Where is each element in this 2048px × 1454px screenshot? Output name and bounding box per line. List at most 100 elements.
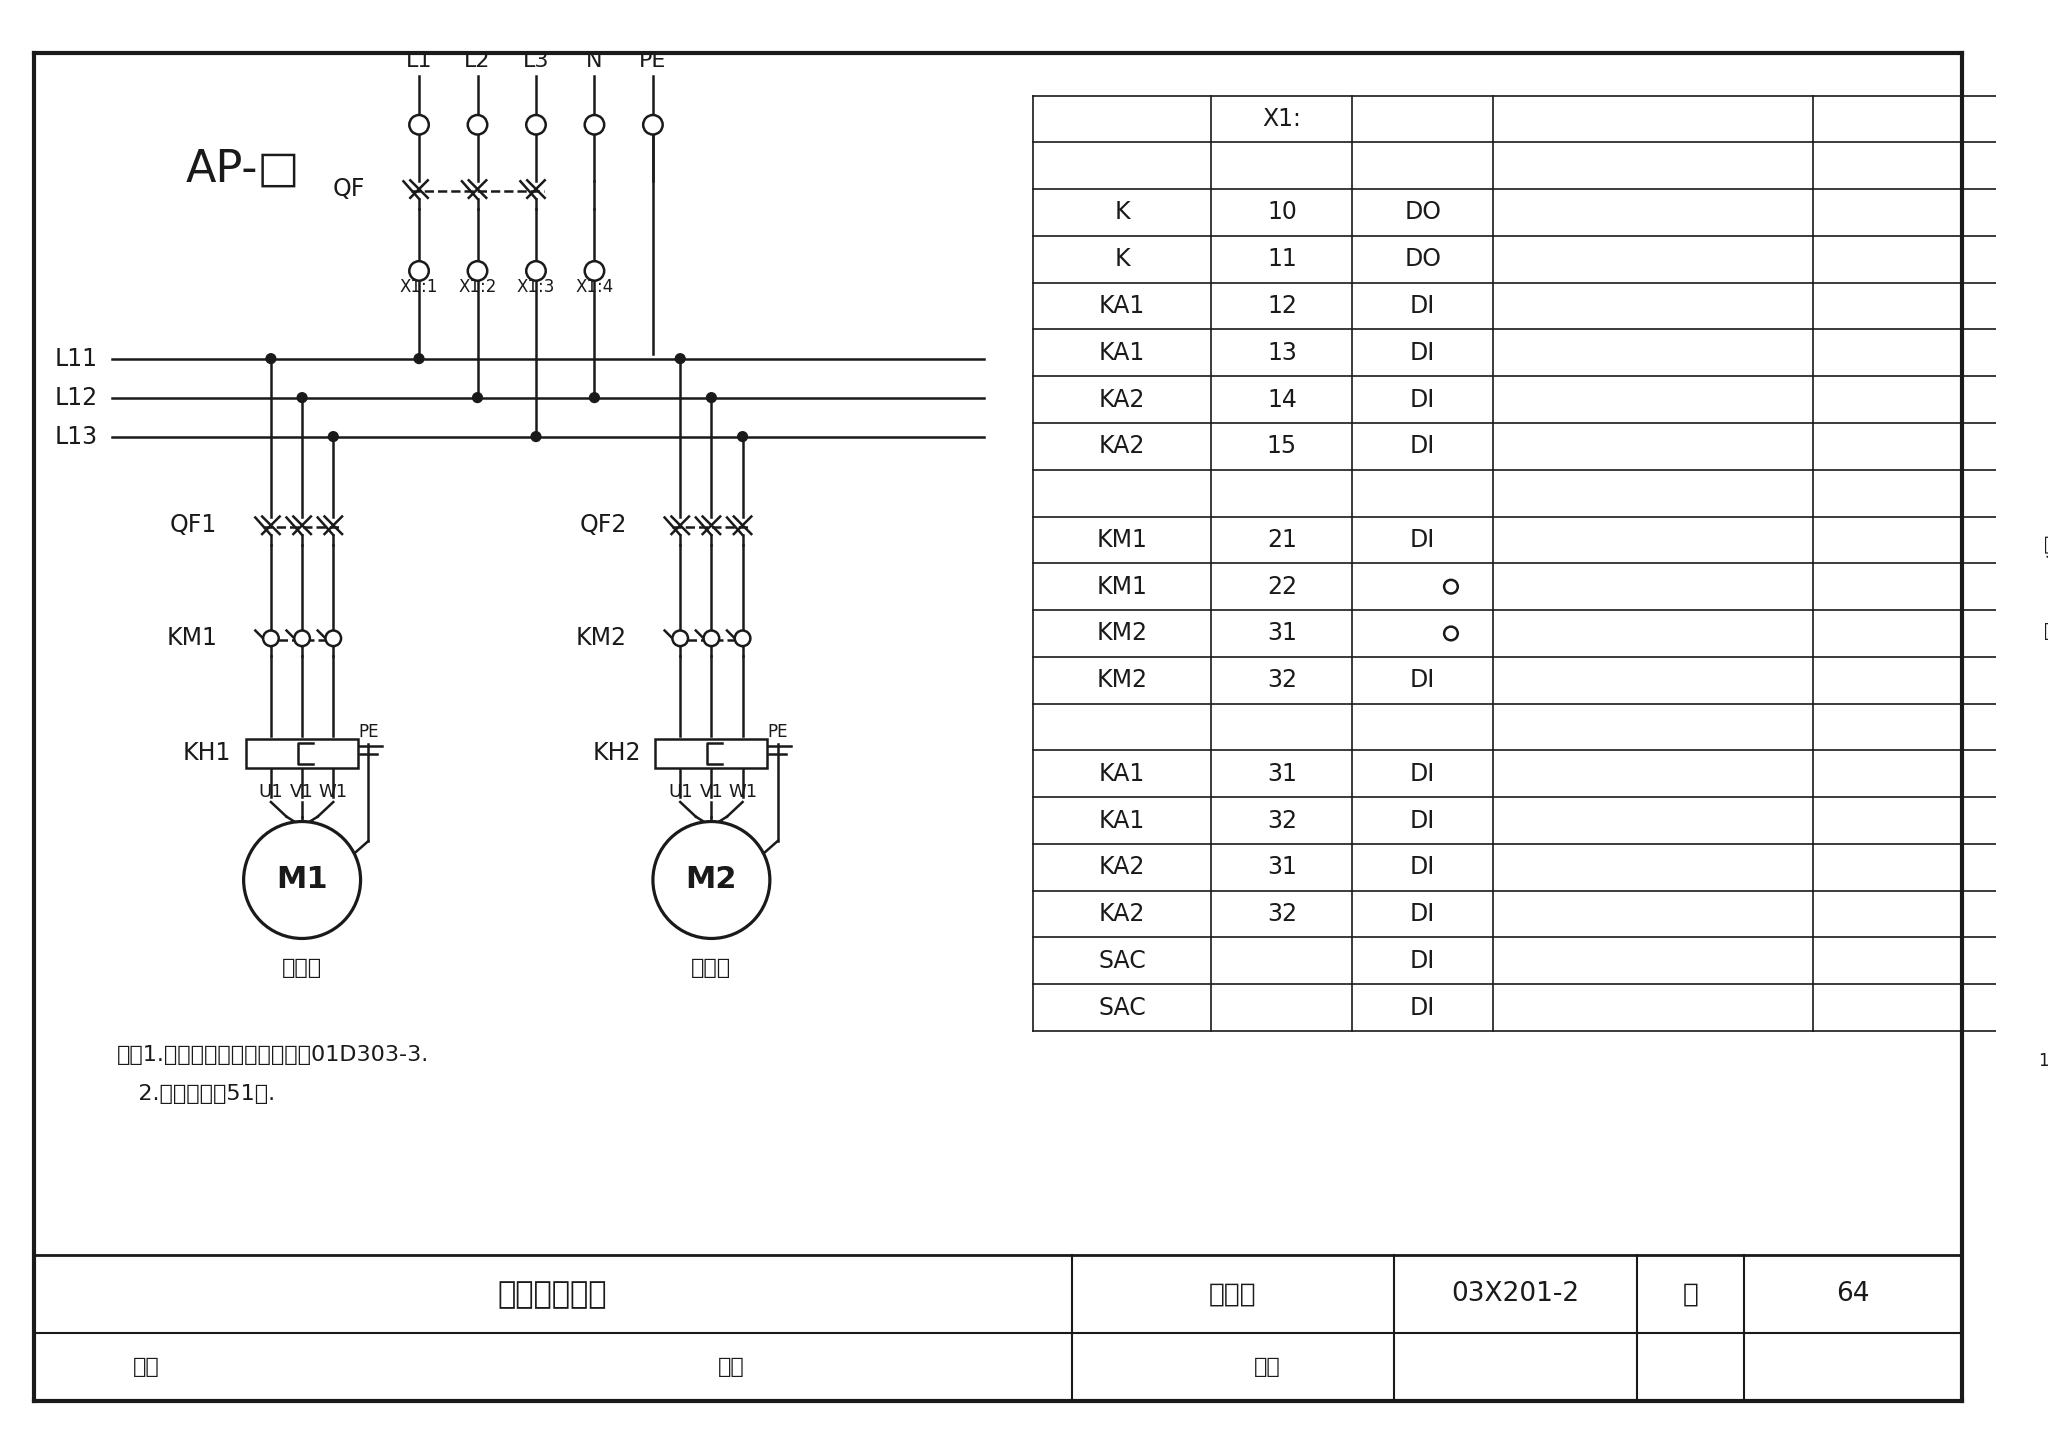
Text: 给水泵: 给水泵 bbox=[692, 958, 731, 977]
Circle shape bbox=[410, 262, 428, 281]
Text: K: K bbox=[1114, 201, 1130, 224]
Text: 2.监控图见第51页.: 2.监控图见第51页. bbox=[117, 1085, 274, 1105]
Text: V1: V1 bbox=[291, 784, 313, 801]
Text: 13: 13 bbox=[1268, 340, 1296, 365]
Text: 31: 31 bbox=[1268, 762, 1296, 785]
Text: W1: W1 bbox=[319, 784, 348, 801]
Circle shape bbox=[467, 115, 487, 135]
Text: 给水泵控制筱: 给水泵控制筱 bbox=[498, 1280, 608, 1309]
Text: 31: 31 bbox=[1268, 621, 1296, 646]
Text: L3: L3 bbox=[522, 51, 549, 71]
Circle shape bbox=[653, 822, 770, 938]
Text: KA2: KA2 bbox=[1100, 855, 1145, 880]
Circle shape bbox=[672, 631, 688, 646]
Circle shape bbox=[295, 631, 309, 646]
Text: 32: 32 bbox=[1268, 808, 1296, 833]
Circle shape bbox=[410, 115, 428, 135]
Text: DO: DO bbox=[1405, 247, 1442, 272]
Text: 31: 31 bbox=[1268, 855, 1296, 880]
Text: 21: 21 bbox=[1268, 528, 1296, 553]
Text: L13: L13 bbox=[55, 425, 98, 449]
Text: L11: L11 bbox=[55, 346, 98, 371]
Circle shape bbox=[328, 432, 338, 442]
Text: PE: PE bbox=[639, 51, 666, 71]
Text: DI: DI bbox=[1411, 340, 1436, 365]
Circle shape bbox=[467, 262, 487, 281]
Text: 给水泵: 给水泵 bbox=[283, 958, 322, 977]
Text: KM1: KM1 bbox=[1098, 574, 1147, 599]
Text: L2: L2 bbox=[465, 51, 492, 71]
Text: PE: PE bbox=[768, 723, 788, 742]
Text: 14: 14 bbox=[1268, 388, 1296, 411]
Text: KA2: KA2 bbox=[1100, 388, 1145, 411]
Text: QF2: QF2 bbox=[580, 513, 627, 538]
Text: DCP-□/DDC-□: DCP-□/DDC-□ bbox=[2042, 483, 2048, 644]
Text: M2: M2 bbox=[686, 865, 737, 894]
Text: 1/1: 1/1 bbox=[2038, 1051, 2048, 1069]
Text: DI: DI bbox=[1411, 949, 1436, 973]
Circle shape bbox=[262, 631, 279, 646]
Text: KM2: KM2 bbox=[575, 627, 627, 650]
Circle shape bbox=[676, 353, 686, 364]
Text: KA1: KA1 bbox=[1100, 808, 1145, 833]
Text: X1:2: X1:2 bbox=[459, 278, 498, 295]
Text: U1: U1 bbox=[258, 784, 283, 801]
Text: 03X201-2: 03X201-2 bbox=[1452, 1281, 1579, 1307]
Text: KM2: KM2 bbox=[1098, 621, 1147, 646]
Text: 32: 32 bbox=[1268, 669, 1296, 692]
Text: L12: L12 bbox=[55, 385, 98, 410]
Text: DI: DI bbox=[1411, 996, 1436, 1019]
Text: 页: 页 bbox=[1683, 1281, 1698, 1307]
Text: X1:4: X1:4 bbox=[575, 278, 614, 295]
Text: 32: 32 bbox=[1268, 901, 1296, 926]
Text: KH2: KH2 bbox=[592, 742, 641, 765]
Circle shape bbox=[705, 631, 719, 646]
Text: V1: V1 bbox=[700, 784, 723, 801]
Text: SAC: SAC bbox=[1098, 949, 1147, 973]
Bar bbox=[655, 739, 768, 768]
Text: KM1: KM1 bbox=[1098, 528, 1147, 553]
Text: DI: DI bbox=[1411, 901, 1436, 926]
Text: AP-□: AP-□ bbox=[184, 147, 299, 190]
Text: KA1: KA1 bbox=[1100, 294, 1145, 318]
Circle shape bbox=[643, 115, 664, 135]
Text: DI: DI bbox=[1411, 808, 1436, 833]
Text: 设计: 设计 bbox=[1253, 1357, 1280, 1377]
Text: DI: DI bbox=[1411, 528, 1436, 553]
Text: 校对: 校对 bbox=[717, 1357, 743, 1377]
Text: X1:1: X1:1 bbox=[399, 278, 438, 295]
Text: 11: 11 bbox=[1268, 247, 1296, 272]
Text: 64: 64 bbox=[1835, 1281, 1870, 1307]
Circle shape bbox=[590, 393, 600, 403]
Text: M1: M1 bbox=[276, 865, 328, 894]
Text: X1:: X1: bbox=[1262, 108, 1300, 131]
Text: KA1: KA1 bbox=[1100, 340, 1145, 365]
Text: 15: 15 bbox=[1268, 435, 1296, 458]
Text: DI: DI bbox=[1411, 762, 1436, 785]
Text: 审核: 审核 bbox=[133, 1357, 160, 1377]
Text: W1: W1 bbox=[727, 784, 758, 801]
Text: KM2: KM2 bbox=[1098, 669, 1147, 692]
Circle shape bbox=[530, 432, 541, 442]
Circle shape bbox=[586, 115, 604, 135]
Bar bbox=[246, 739, 358, 768]
Circle shape bbox=[586, 262, 604, 281]
Text: DI: DI bbox=[1411, 669, 1436, 692]
Text: 10: 10 bbox=[1268, 201, 1296, 224]
Text: KH1: KH1 bbox=[182, 742, 231, 765]
Text: DI: DI bbox=[1411, 294, 1436, 318]
Text: SAC: SAC bbox=[1098, 996, 1147, 1019]
Circle shape bbox=[526, 262, 545, 281]
Text: KA2: KA2 bbox=[1100, 901, 1145, 926]
Circle shape bbox=[735, 631, 750, 646]
Text: K: K bbox=[1114, 247, 1130, 272]
Text: KA2: KA2 bbox=[1100, 435, 1145, 458]
Text: KA1: KA1 bbox=[1100, 762, 1145, 785]
Text: 12: 12 bbox=[1268, 294, 1296, 318]
Circle shape bbox=[266, 353, 276, 364]
Text: U1: U1 bbox=[668, 784, 692, 801]
Circle shape bbox=[526, 115, 545, 135]
Text: 22: 22 bbox=[1268, 574, 1296, 599]
Text: KM1: KM1 bbox=[166, 627, 217, 650]
Text: N: N bbox=[586, 51, 602, 71]
